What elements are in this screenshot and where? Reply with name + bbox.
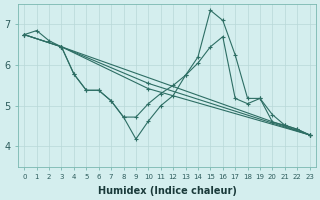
X-axis label: Humidex (Indice chaleur): Humidex (Indice chaleur) <box>98 186 236 196</box>
